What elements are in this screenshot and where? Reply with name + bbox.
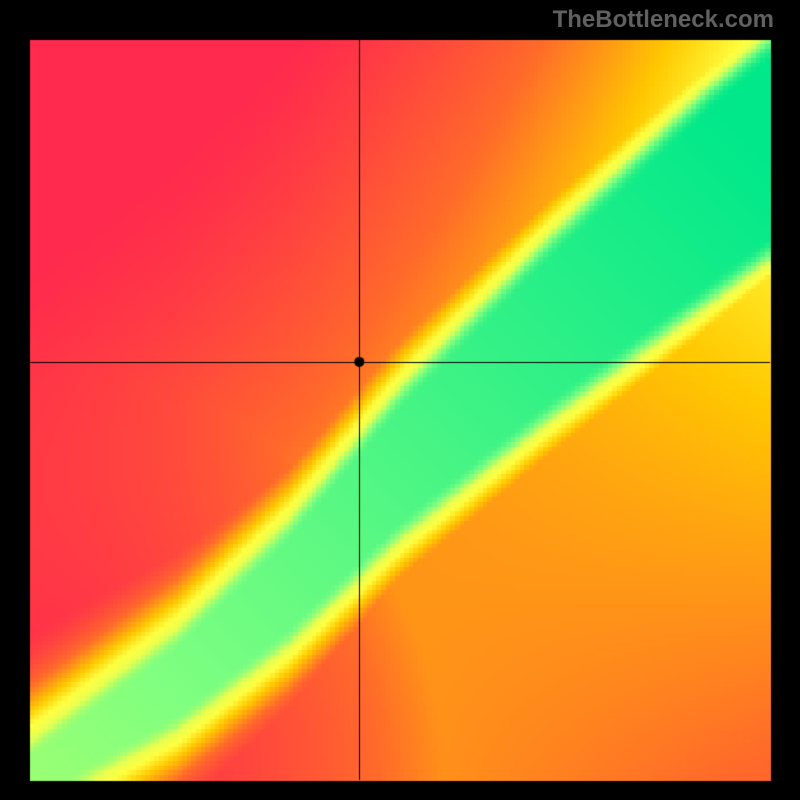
bottleneck-heatmap-canvas xyxy=(0,0,800,800)
source-watermark: TheBottleneck.com xyxy=(553,6,774,34)
figure-container: TheBottleneck.com xyxy=(0,0,800,800)
